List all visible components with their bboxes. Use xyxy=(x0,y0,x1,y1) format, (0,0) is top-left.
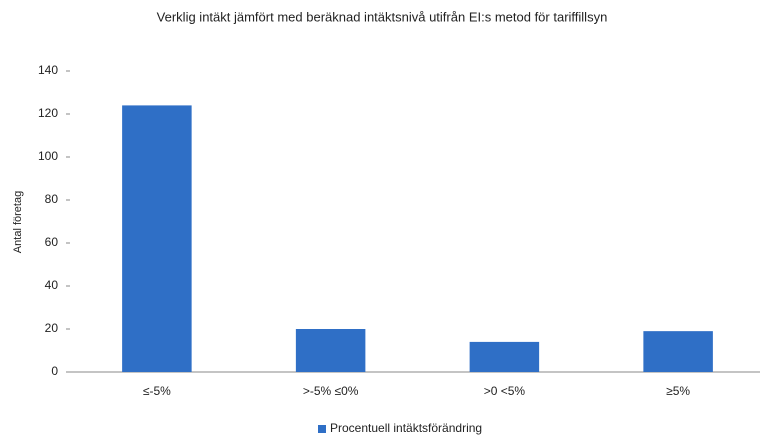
x-tick-label: >0 <5% xyxy=(484,384,526,398)
legend-label: Procentuell intäktsförändring xyxy=(330,421,482,435)
bar xyxy=(469,341,540,372)
y-tick-label: 100 xyxy=(38,149,58,163)
y-tick-label: 60 xyxy=(45,235,59,249)
y-tick-label: 120 xyxy=(38,106,58,120)
x-tick-label: ≥5% xyxy=(666,384,690,398)
bar xyxy=(643,331,713,372)
x-tick-label: >-5% ≤0% xyxy=(303,384,359,398)
y-tick-label: 140 xyxy=(38,63,58,77)
y-tick-label: 0 xyxy=(51,364,58,378)
y-axis-label: Antal företag xyxy=(12,191,24,253)
y-tick-label: 20 xyxy=(45,321,59,335)
chart-title: Verklig intäkt jämfört med beräknad intä… xyxy=(157,9,608,24)
x-tick-label: ≤-5% xyxy=(143,384,171,398)
bar xyxy=(122,105,192,373)
y-tick-label: 80 xyxy=(45,192,59,206)
legend-swatch xyxy=(318,425,326,433)
y-tick-label: 40 xyxy=(45,278,59,292)
bar xyxy=(295,329,366,372)
